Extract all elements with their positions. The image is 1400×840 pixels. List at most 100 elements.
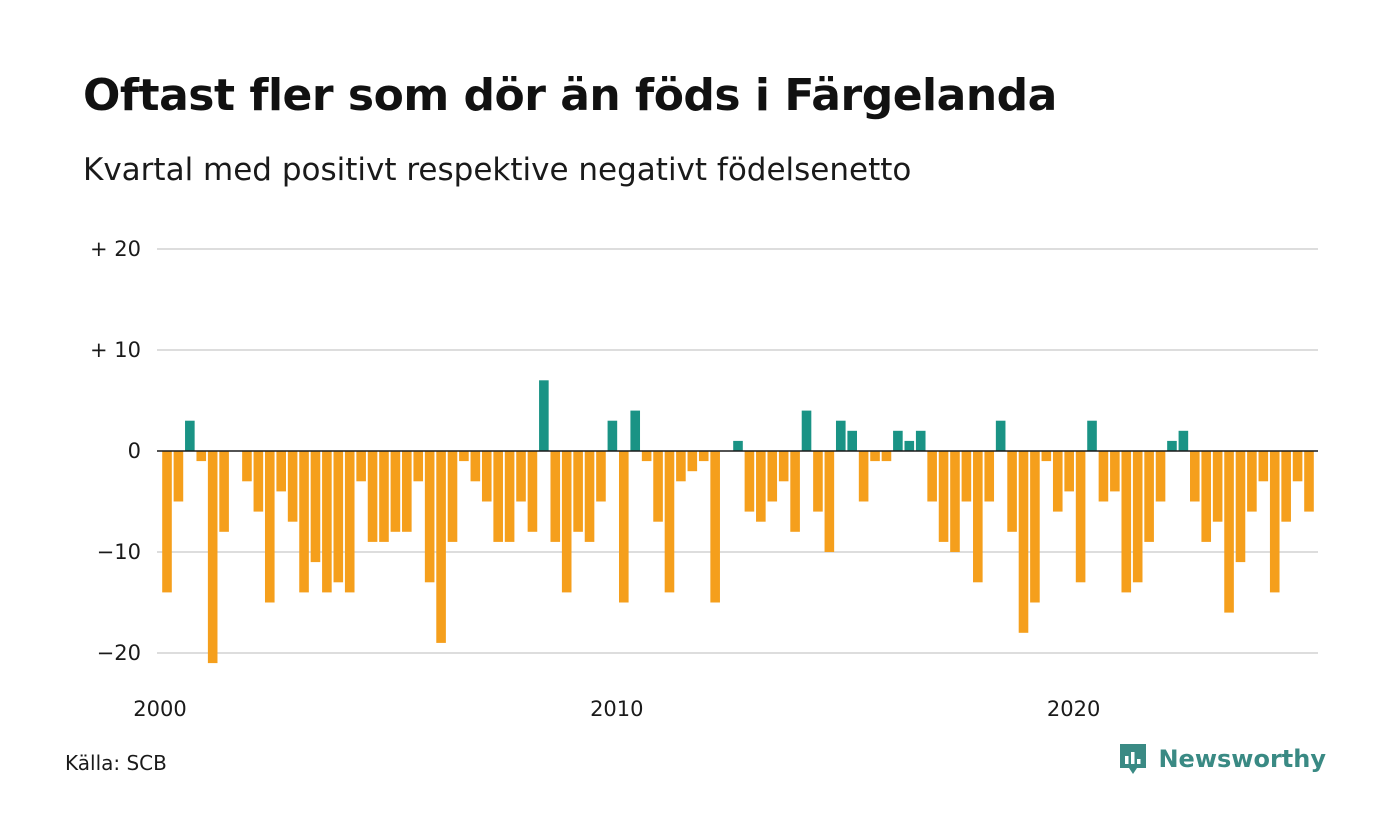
bar-negative: [390, 451, 401, 532]
source-note: Källa: SCB: [65, 751, 167, 775]
bar-positive: [915, 430, 926, 451]
bar-negative: [767, 451, 778, 502]
bar-negative: [219, 451, 229, 532]
bar-positive: [1087, 420, 1097, 451]
bar-negative: [1224, 451, 1234, 613]
y-axis-labels: + 20 + 10 0 −10 −20: [90, 237, 141, 665]
bar-negative: [1075, 451, 1086, 583]
brand-logo: Newsworthy: [1118, 742, 1326, 776]
bar-negative: [276, 451, 286, 492]
x-axis-labels: 2000 2010 2020: [133, 697, 1100, 721]
bar-negative: [619, 451, 629, 603]
bar-negative: [927, 451, 937, 502]
bar-positive: [801, 410, 812, 451]
bar-negative: [527, 451, 538, 532]
y-tick-label: + 20: [90, 237, 141, 261]
bar-negative: [573, 451, 583, 532]
brand-name: Newsworthy: [1158, 745, 1326, 773]
bar-negative: [447, 451, 458, 542]
bar-positive: [847, 430, 857, 451]
bar-negative: [1041, 451, 1052, 462]
bar-positive: [995, 420, 1006, 451]
bar-negative: [1052, 451, 1063, 512]
bar-negative: [173, 451, 184, 502]
bar-negative: [253, 451, 264, 512]
bar-negative: [778, 451, 789, 482]
bar-negative: [790, 451, 800, 532]
bar-negative: [1258, 451, 1269, 482]
bar-negative: [424, 451, 435, 583]
bar-negative: [744, 451, 755, 512]
bar-negative: [196, 451, 207, 462]
bar-negative: [1212, 451, 1223, 522]
bar-negative: [1247, 451, 1257, 512]
bar-negative: [881, 451, 892, 462]
bar-positive: [539, 380, 549, 451]
bar-negative: [367, 451, 378, 542]
bar-negative: [287, 451, 298, 522]
bar-negative: [322, 451, 332, 593]
bar-negative: [1110, 451, 1120, 492]
bar-negative: [710, 451, 720, 603]
bar-negative: [1304, 451, 1314, 512]
bar-negative: [858, 451, 869, 502]
x-tick-label: 2000: [133, 697, 186, 721]
bar-negative: [687, 451, 698, 472]
bar-negative: [1190, 451, 1200, 502]
bar-negative: [550, 451, 561, 542]
bar-negative: [344, 451, 355, 593]
bar-negative: [756, 451, 766, 522]
bar-negative: [1121, 451, 1132, 593]
y-tick-label: + 10: [90, 338, 141, 362]
bar-negative: [459, 451, 469, 462]
bar-positive: [630, 410, 641, 451]
newsworthy-chart-bubble-icon: [1120, 744, 1147, 774]
bar-negative: [1235, 451, 1246, 563]
bar-negative: [436, 451, 446, 643]
bar-negative: [1098, 451, 1109, 502]
bar-negative: [664, 451, 675, 593]
bar-negative: [653, 451, 663, 522]
bar-negative: [1007, 451, 1017, 532]
bar-negative: [493, 451, 503, 542]
bar-negative: [516, 451, 526, 502]
bar-positive: [835, 420, 846, 451]
bar-negative: [379, 451, 389, 542]
bar-positive: [1167, 440, 1177, 451]
bar-negative: [299, 451, 309, 593]
bar-negative: [973, 451, 983, 583]
bar-negative: [596, 451, 606, 502]
bar-negative: [1064, 451, 1074, 492]
bar-negative: [698, 451, 709, 462]
bar-negative: [207, 451, 218, 664]
bar-negative: [1132, 451, 1143, 583]
bar-negative: [676, 451, 686, 482]
chart-title: Oftast fler som dör än föds i Färgelanda: [83, 70, 1057, 121]
bar-negative: [1292, 451, 1303, 482]
bar-positive: [1178, 430, 1189, 451]
bar-positive: [607, 420, 618, 451]
bar-negative: [950, 451, 960, 552]
bar-negative: [584, 451, 595, 542]
x-tick-label: 2020: [1047, 697, 1100, 721]
chart-subtitle: Kvartal med positivt respektive negativt…: [83, 152, 912, 188]
bar-positive: [893, 430, 903, 451]
bar-positive: [733, 440, 743, 451]
bar-negative: [310, 451, 321, 563]
bar-negative: [242, 451, 252, 482]
bar-negative: [561, 451, 572, 593]
bar-negative: [961, 451, 972, 502]
bar-positive: [904, 440, 915, 451]
bar-negative: [1269, 451, 1280, 593]
bar-negative: [813, 451, 823, 512]
bar-negative: [402, 451, 412, 532]
bar-negative: [1155, 451, 1166, 502]
bar-negative: [824, 451, 835, 552]
bar-negative: [1018, 451, 1029, 633]
bar-negative: [1030, 451, 1040, 603]
x-tick-label: 2010: [590, 697, 643, 721]
bar-negative: [264, 451, 275, 603]
bar-negative: [470, 451, 481, 482]
y-tick-label: −10: [97, 540, 141, 564]
